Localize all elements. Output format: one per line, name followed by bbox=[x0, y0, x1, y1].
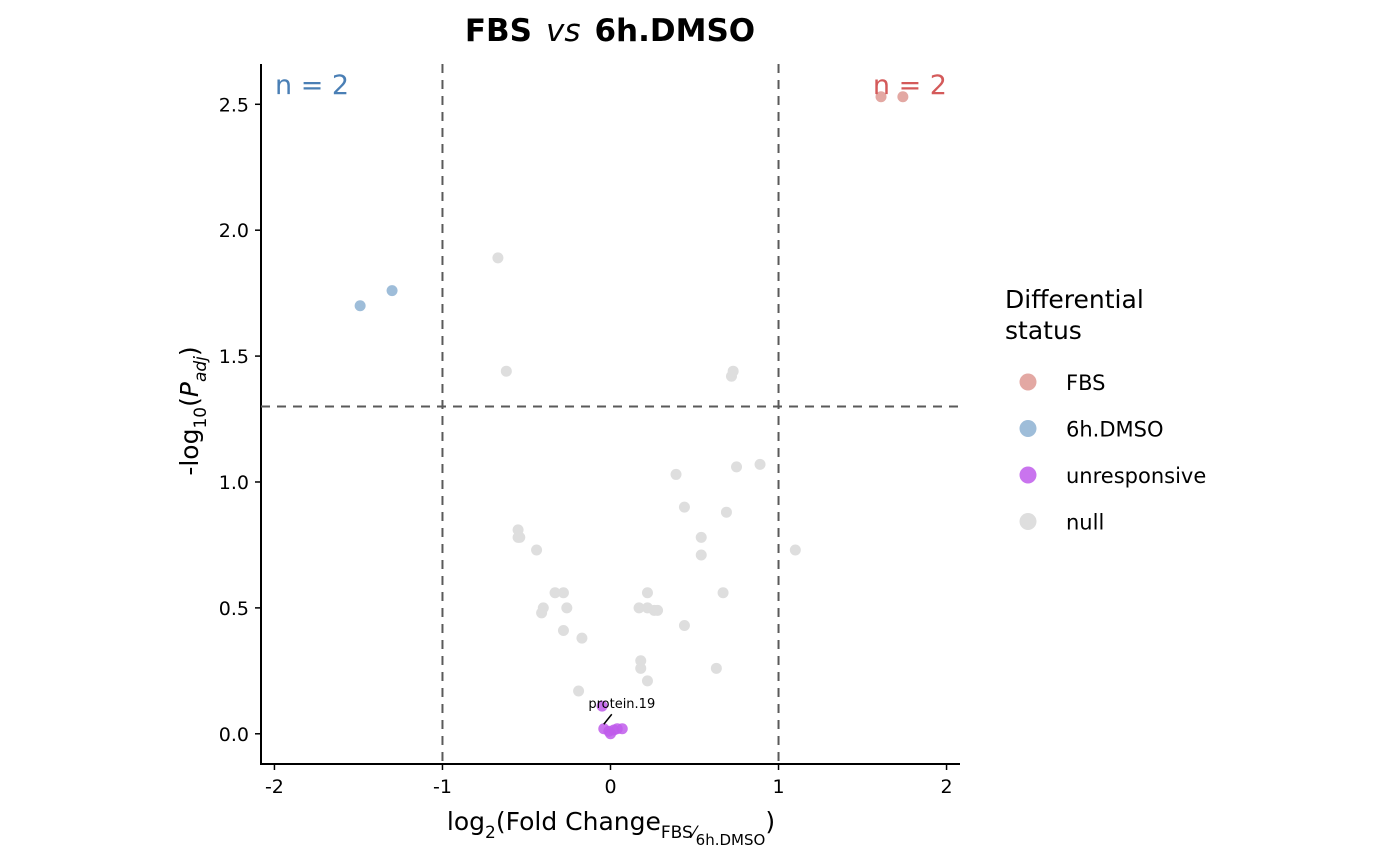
legend-title-line-1: Differential bbox=[1005, 285, 1144, 314]
legend-key-null bbox=[1019, 513, 1037, 530]
legend-key-6h-dmso bbox=[1019, 420, 1037, 437]
x-axis-close: ) bbox=[765, 807, 775, 836]
legend: Differential status FBS 6h.DMSO unresponsi… bbox=[1005, 285, 1206, 535]
y-axis-p-sub: adj bbox=[191, 356, 211, 382]
point-null bbox=[789, 544, 801, 556]
point-null bbox=[557, 587, 569, 599]
x-axis-prefix: log bbox=[447, 807, 485, 836]
y-tick-label: 2.0 bbox=[219, 220, 249, 242]
point-null bbox=[670, 468, 682, 480]
legend-entries: FBS 6h.DMSO unresponsive null bbox=[1019, 371, 1206, 535]
y-tick-label: 1.5 bbox=[219, 346, 249, 368]
plot-area: -2 -1 0 1 2 0.0 0.5 1.0 1.5 2.0 2.5 protein.19 n = 2… bbox=[219, 64, 960, 798]
y-axis-close: ) bbox=[175, 346, 204, 356]
point-null bbox=[695, 549, 707, 561]
point-null bbox=[557, 625, 569, 637]
x-tick-label: 1 bbox=[772, 776, 784, 798]
point-null bbox=[652, 604, 664, 616]
title-group-a: FBS bbox=[465, 13, 532, 49]
y-tick-label: 2.5 bbox=[219, 94, 249, 116]
point-null bbox=[514, 531, 526, 543]
point-null bbox=[500, 365, 512, 377]
y-tick-label: 0.0 bbox=[219, 724, 249, 746]
x-axis-title: log2(Fold ChangeFBS⁄6h.DMSO) bbox=[447, 807, 775, 849]
point-null bbox=[561, 602, 573, 614]
point-null bbox=[633, 602, 645, 614]
x-axis-sub-den: 6h.DMSO bbox=[696, 831, 766, 849]
point-label: protein.19 bbox=[588, 697, 655, 712]
point-fbs bbox=[897, 91, 909, 103]
y-axis-prefix: -log bbox=[175, 429, 204, 476]
x-tick-label: -2 bbox=[265, 776, 284, 798]
x-axis-prefix-sub: 2 bbox=[485, 823, 496, 843]
legend-title-line-2: status bbox=[1005, 316, 1082, 345]
point-null bbox=[537, 602, 549, 614]
legend-title: Differential status bbox=[1005, 285, 1152, 345]
y-tick-label: 0.5 bbox=[219, 598, 249, 620]
legend-label: null bbox=[1066, 511, 1104, 535]
point-unresponsive bbox=[616, 723, 628, 735]
point-null bbox=[531, 544, 543, 556]
legend-label: 6h.DMSO bbox=[1066, 418, 1164, 442]
y-tick-label: 1.0 bbox=[219, 472, 249, 494]
point-null bbox=[754, 458, 766, 470]
legend-key-unresponsive bbox=[1019, 466, 1037, 484]
count-right: n = 2 bbox=[873, 70, 947, 101]
point-fbs bbox=[875, 91, 887, 103]
legend-label: FBS bbox=[1066, 371, 1105, 395]
legend-label: unresponsive bbox=[1066, 464, 1206, 488]
y-axis-open: ( bbox=[175, 397, 204, 407]
x-tick-label: 2 bbox=[941, 776, 953, 798]
x-axis-main: (Fold Change bbox=[496, 807, 661, 836]
y-axis-title: -log10(Padj) bbox=[175, 346, 211, 475]
point-null bbox=[641, 587, 653, 599]
point-null bbox=[710, 662, 722, 674]
point-null bbox=[717, 587, 729, 599]
point-null bbox=[635, 662, 647, 674]
point-null bbox=[492, 252, 504, 264]
point-null bbox=[576, 632, 588, 644]
point-null bbox=[731, 461, 743, 473]
label-leader-line bbox=[603, 713, 613, 725]
title-group-b: 6h.DMSO bbox=[594, 13, 755, 49]
legend-key-fbs bbox=[1019, 373, 1037, 391]
point-null bbox=[573, 685, 585, 697]
x-tick-label: 0 bbox=[604, 776, 616, 798]
count-left: n = 2 bbox=[275, 70, 349, 101]
x-axis-sub-slash: ⁄ bbox=[689, 823, 699, 843]
point-null bbox=[641, 675, 653, 687]
point-null bbox=[678, 501, 690, 513]
point-null bbox=[695, 531, 707, 543]
point-6h-dmso bbox=[386, 285, 398, 297]
point-null bbox=[635, 655, 647, 667]
x-axis-sub-num: FBS bbox=[661, 823, 693, 843]
point-null bbox=[727, 365, 739, 377]
y-axis-prefix-sub: 10 bbox=[191, 407, 211, 429]
point-null bbox=[720, 506, 732, 518]
point-6h-dmso bbox=[354, 300, 366, 312]
point-null bbox=[549, 587, 561, 599]
y-axis-p: P bbox=[175, 381, 204, 397]
point-unresponsive bbox=[596, 700, 608, 712]
title-vs: vs bbox=[546, 13, 581, 49]
chart-title: FBS vs 6h.DMSO bbox=[465, 13, 755, 49]
x-tick-label: -1 bbox=[433, 776, 452, 798]
point-null bbox=[678, 620, 690, 632]
